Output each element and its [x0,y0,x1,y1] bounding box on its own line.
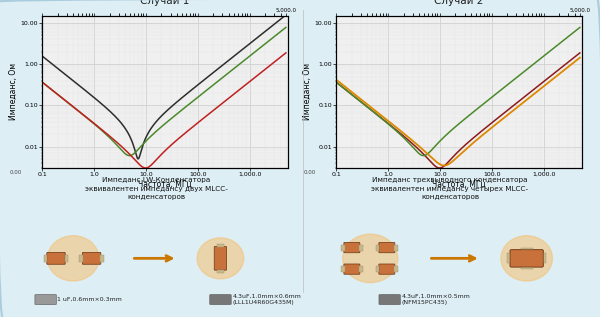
Bar [44,255,47,262]
Bar [341,244,344,251]
FancyBboxPatch shape [210,294,231,305]
Y-axis label: Импеданс, Ом: Импеданс, Ом [302,63,311,120]
FancyBboxPatch shape [379,294,400,305]
Bar [359,266,363,272]
Bar [394,244,398,251]
FancyBboxPatch shape [510,250,543,267]
FancyBboxPatch shape [379,264,395,274]
Title: Случай 1: Случай 1 [140,0,190,6]
Bar [376,266,379,272]
FancyBboxPatch shape [35,294,56,305]
Text: 1 uF,0.6mm×0.3mm: 1 uF,0.6mm×0.3mm [58,297,122,302]
Bar [542,253,546,263]
FancyBboxPatch shape [47,252,65,264]
Circle shape [501,236,553,281]
FancyBboxPatch shape [344,243,360,253]
FancyBboxPatch shape [344,264,360,274]
Bar [341,266,344,272]
Text: 0.00: 0.00 [10,170,22,175]
Bar [100,255,104,262]
Bar [217,270,224,273]
Text: Импеданс LW-Конденсатора
эквивалентен импедансу двух MLCC-
конденсаторов: Импеданс LW-Конденсатора эквивалентен им… [85,177,227,200]
X-axis label: Частота, МГц: Частота, МГц [138,180,192,189]
Title: Случай 2: Случай 2 [434,0,484,6]
Circle shape [343,234,398,283]
Circle shape [47,236,99,281]
Bar [521,266,533,269]
Bar [394,266,398,272]
Bar [65,255,68,262]
Text: Импеданс трехвыводного конденсатора
эквивалентен импедансу четырех MLCC-
конденс: Импеданс трехвыводного конденсатора экви… [371,177,529,200]
FancyBboxPatch shape [214,247,227,270]
FancyBboxPatch shape [82,252,101,264]
Circle shape [197,238,244,279]
X-axis label: Частота, МГц: Частота, МГц [432,180,486,189]
Bar [359,244,363,251]
Text: 0.00: 0.00 [304,170,316,175]
Bar [507,253,511,263]
Bar [79,255,83,262]
Text: 4.3uF,1.0mm×0.6mm
(LLL1U4R60G435M): 4.3uF,1.0mm×0.6mm (LLL1U4R60G435M) [232,294,301,305]
Bar [217,244,224,247]
Text: 4.3uF,1.0mm×0.5mm
(NFM15PC435): 4.3uF,1.0mm×0.5mm (NFM15PC435) [401,294,470,305]
Bar [376,244,379,251]
Bar [521,248,533,251]
Y-axis label: Импеданс, Ом: Импеданс, Ом [8,63,17,120]
FancyBboxPatch shape [379,243,395,253]
